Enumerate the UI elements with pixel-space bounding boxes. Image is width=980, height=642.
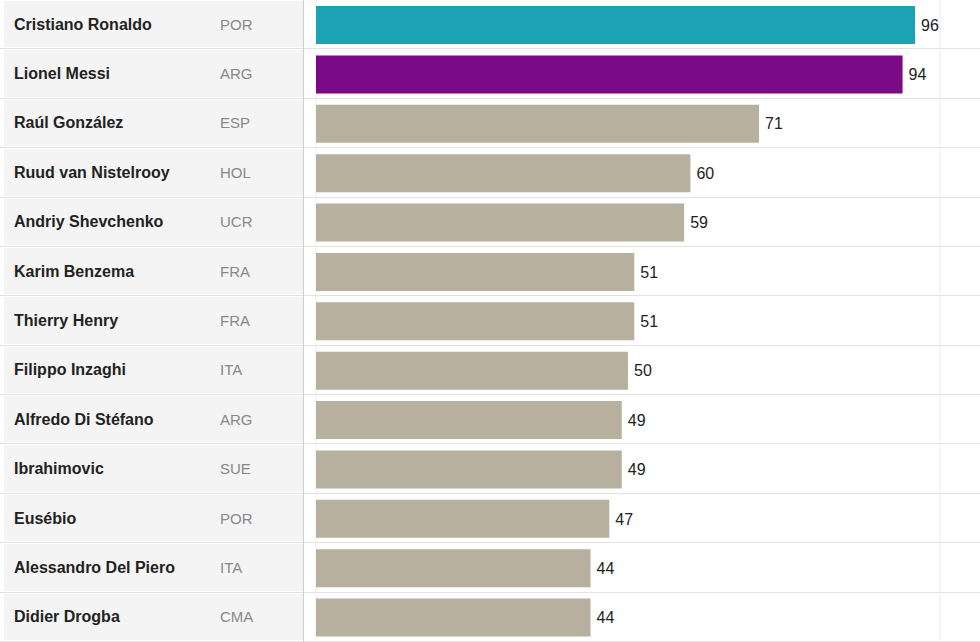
svg-text:FRA: FRA (220, 312, 250, 329)
svg-text:51: 51 (640, 313, 658, 330)
svg-text:Andriy Shevchenko: Andriy Shevchenko (14, 213, 164, 230)
svg-text:71: 71 (765, 115, 783, 132)
svg-text:ARG: ARG (220, 65, 253, 82)
svg-text:Cristiano Ronaldo: Cristiano Ronaldo (14, 16, 152, 33)
svg-text:44: 44 (597, 609, 615, 626)
svg-text:HOL: HOL (220, 164, 251, 181)
svg-text:FRA: FRA (220, 263, 250, 280)
svg-text:94: 94 (909, 66, 927, 83)
svg-text:Ruud van Nistelrooy: Ruud van Nistelrooy (14, 164, 170, 181)
svg-text:59: 59 (690, 214, 708, 231)
svg-text:POR: POR (220, 510, 253, 527)
svg-text:44: 44 (597, 560, 615, 577)
svg-text:Alessandro Del Piero: Alessandro Del Piero (14, 559, 175, 576)
svg-text:ITA: ITA (220, 559, 242, 576)
svg-text:UCR: UCR (220, 213, 253, 230)
svg-text:Karim Benzema: Karim Benzema (14, 263, 134, 280)
svg-text:SUE: SUE (220, 460, 251, 477)
svg-text:Filippo Inzaghi: Filippo Inzaghi (14, 361, 126, 378)
svg-text:Lionel Messi: Lionel Messi (14, 65, 110, 82)
svg-text:Didier Drogba: Didier Drogba (14, 608, 120, 625)
svg-text:96: 96 (921, 17, 939, 34)
svg-text:ITA: ITA (220, 361, 242, 378)
svg-text:49: 49 (628, 461, 646, 478)
svg-text:Raúl González: Raúl González (14, 114, 123, 131)
svg-text:Thierry Henry: Thierry Henry (14, 312, 118, 329)
svg-text:Alfredo Di Stéfano: Alfredo Di Stéfano (14, 411, 154, 428)
svg-text:Eusébio: Eusébio (14, 510, 76, 527)
svg-text:51: 51 (640, 264, 658, 281)
svg-text:ARG: ARG (220, 411, 253, 428)
svg-text:Ibrahimovic: Ibrahimovic (14, 460, 104, 477)
svg-text:ESP: ESP (220, 114, 250, 131)
svg-text:60: 60 (696, 165, 714, 182)
svg-text:POR: POR (220, 16, 253, 33)
svg-text:50: 50 (634, 362, 652, 379)
svg-text:CMA: CMA (220, 608, 253, 625)
svg-text:49: 49 (628, 412, 646, 429)
svg-text:47: 47 (615, 511, 633, 528)
